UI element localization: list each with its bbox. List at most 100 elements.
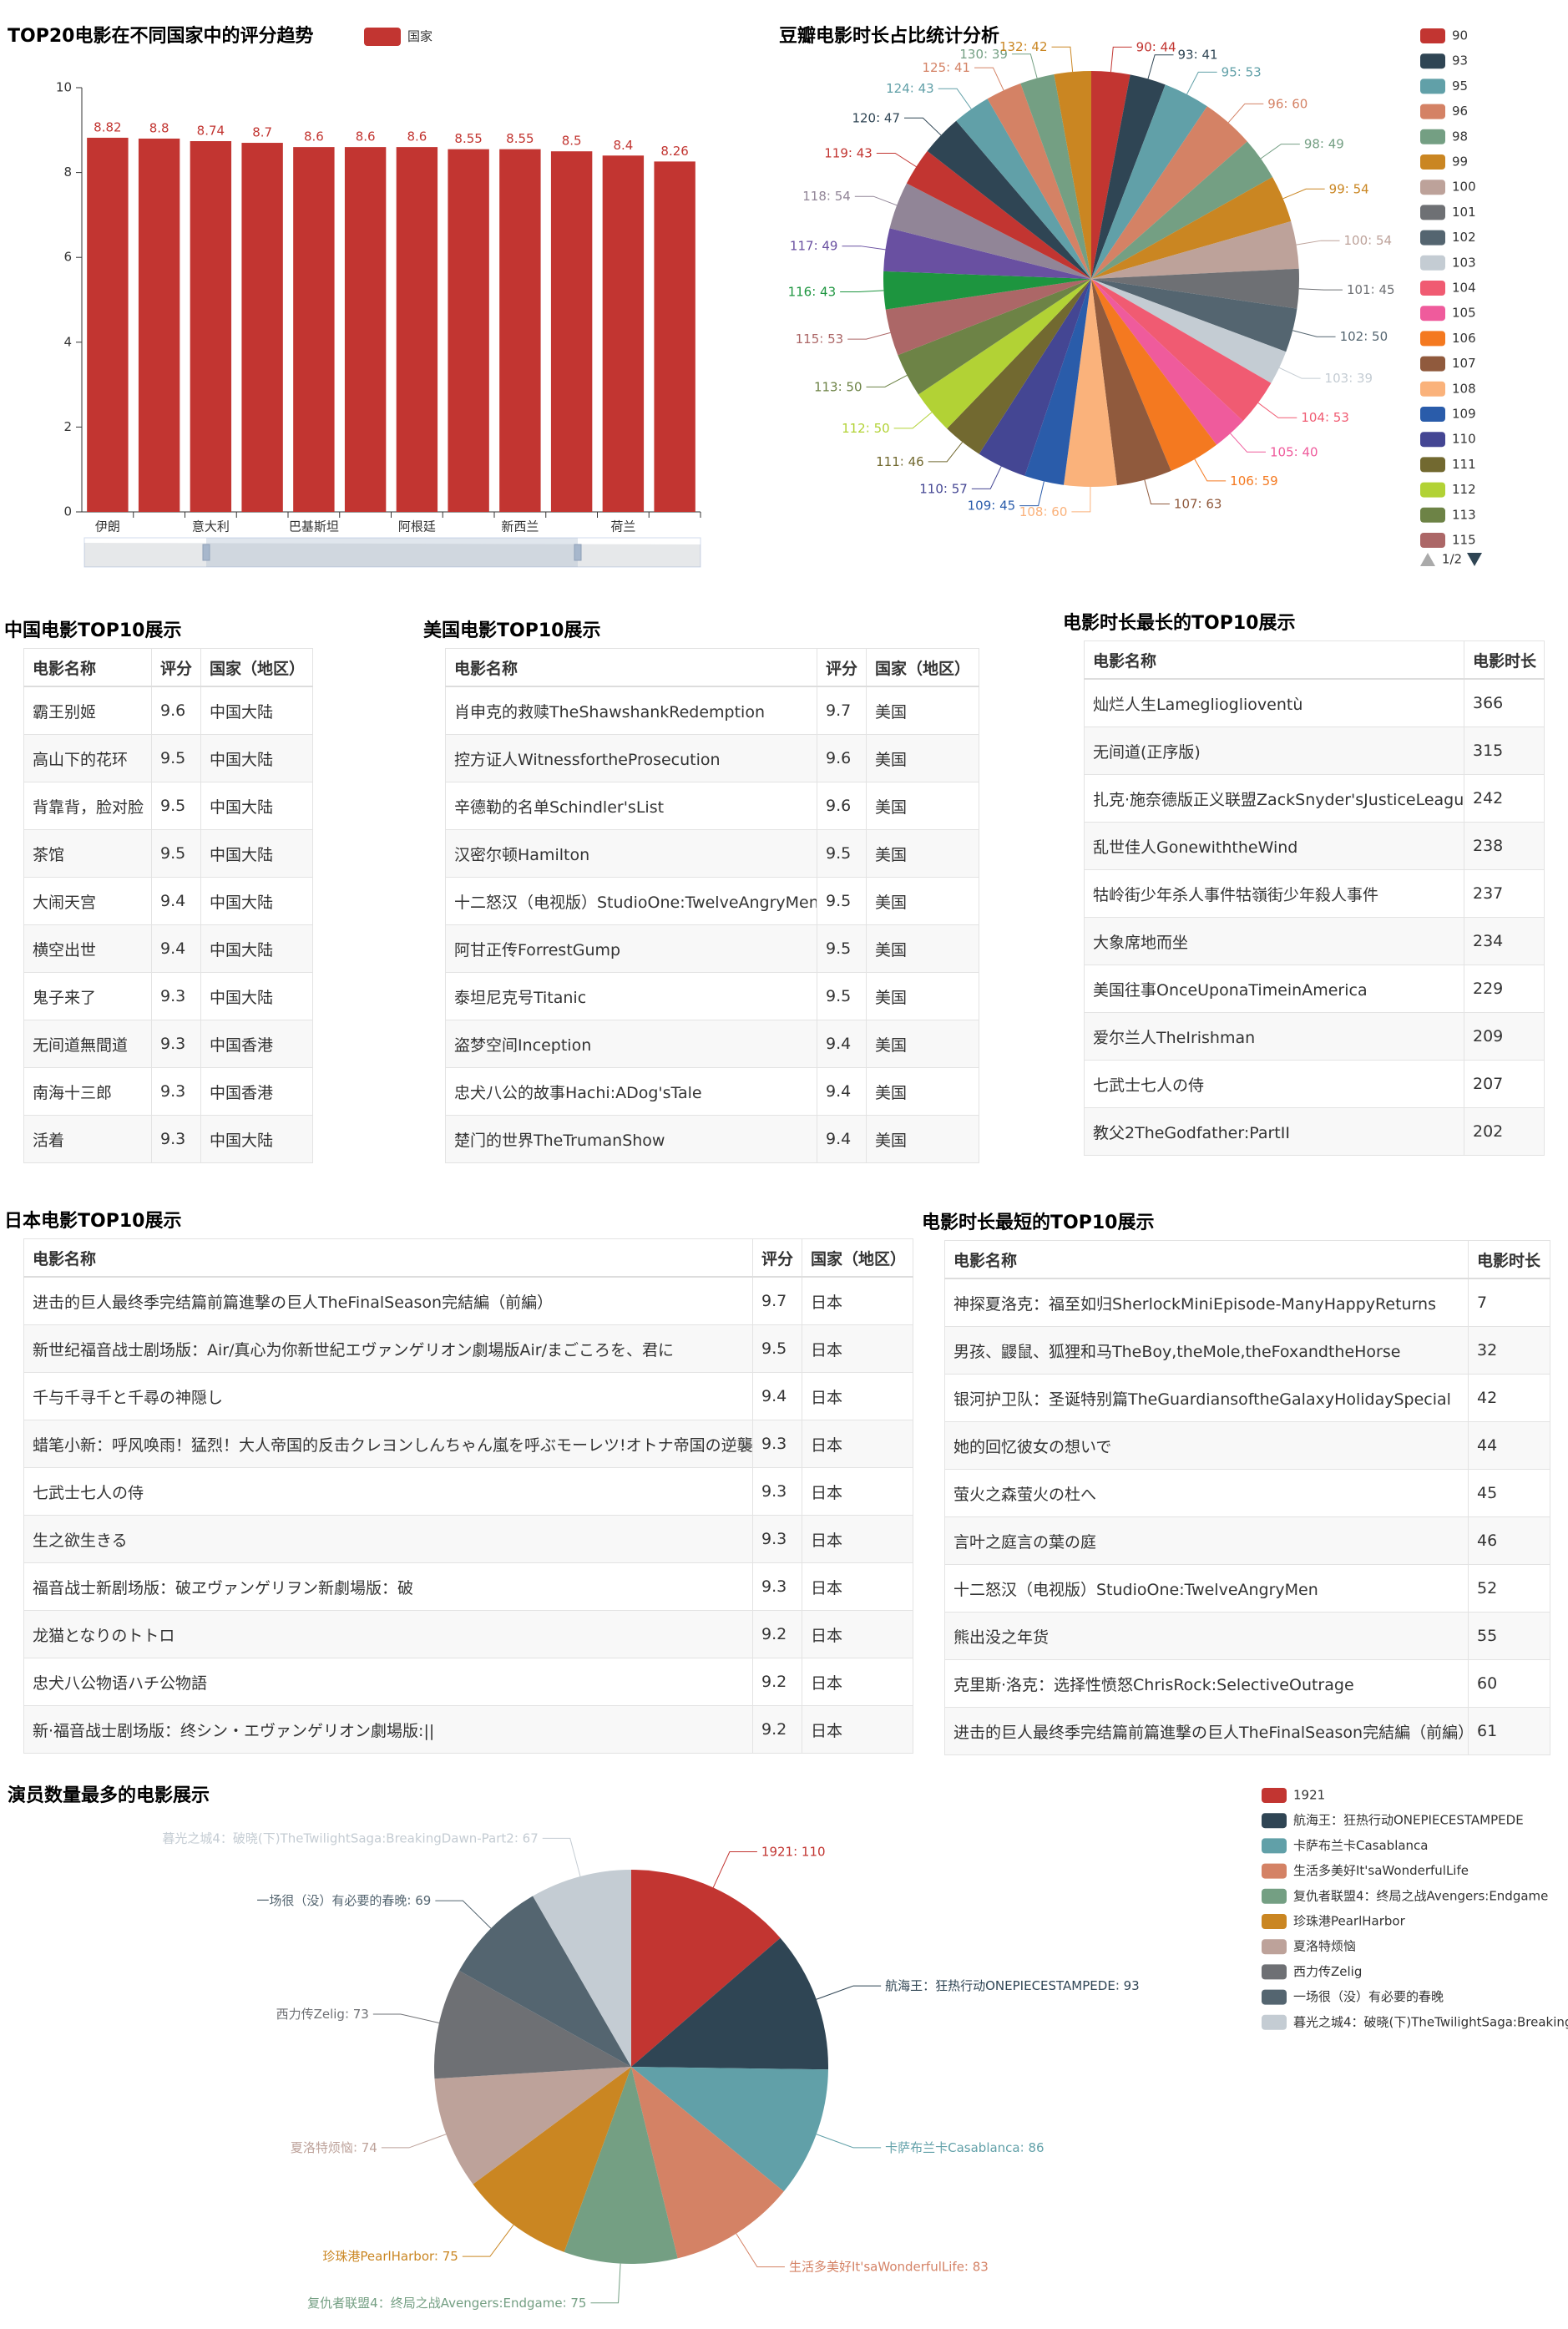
- header-row: 电影名称 评分 国家（地区）: [23, 648, 313, 687]
- table-cell: 大象席地而坐: [1084, 917, 1464, 965]
- legend-label: 110: [1452, 432, 1476, 447]
- table-cell: 中国大陆: [200, 829, 313, 878]
- table-body: 肖申克的救赎TheShawshankRedemption 9.7 美国 控方证人Wit…: [445, 686, 979, 1163]
- legend-swatch: [1420, 356, 1445, 372]
- legend-label: 102: [1452, 230, 1476, 245]
- table-cell: 中国香港: [200, 1020, 313, 1068]
- table-cell: 315: [1464, 727, 1545, 775]
- slice-label: 西力传Zelig: 73: [276, 2006, 369, 2021]
- value-label: 8.26: [660, 144, 688, 159]
- slice-label: 116: 43: [788, 284, 837, 299]
- leader-line: [590, 2263, 621, 2304]
- slice-label: 118: 54: [802, 189, 851, 204]
- slice-label: 107: 63: [1174, 496, 1222, 511]
- legend-swatch: [1262, 1813, 1287, 1829]
- leader-line: [971, 466, 1002, 489]
- table-cell: 盗梦空间Inception: [445, 1020, 817, 1068]
- slice-label: 117: 49: [790, 238, 838, 253]
- table-row: 汉密尔顿Hamilton 9.5 美国: [445, 829, 979, 878]
- value-label: 8.6: [356, 129, 376, 144]
- legend-label: 105: [1452, 306, 1476, 321]
- table: 电影名称 电影时长 神探夏洛克：福至如归SherlockMiniEpisode-Ma…: [944, 1240, 1550, 1755]
- table-cell: 十二怒汉（电视版）StudioOne:TwelveAngryMen: [445, 877, 817, 925]
- table-head: 电影名称 评分 国家（地区）: [23, 1238, 913, 1278]
- slice-label: 104: 53: [1301, 410, 1349, 425]
- zoom-shadow: [84, 543, 701, 567]
- table: 电影名称 评分 国家（地区） 肖申克的救赎TheShawshankRedemption…: [445, 648, 979, 1163]
- slice-label: 96: 60: [1267, 96, 1308, 111]
- table-row: 乱世佳人GonewiththeWind 238: [1084, 822, 1545, 870]
- table-row: 灿烂人生Lameglioglioventù 366: [1084, 678, 1545, 727]
- legend-page: 1/2: [1442, 552, 1462, 567]
- table-row: 辛德勒的名单Schindler'sList 9.6 美国: [445, 782, 979, 830]
- table-cell: 蜡笔小新：呼风唤雨！猛烈！大人帝国的反击クレヨンしんちゃん嵐を呼ぶモーレツ!オト…: [23, 1420, 753, 1468]
- pie-slice: [1020, 74, 1091, 279]
- legend-label: 113: [1452, 507, 1476, 522]
- table-cell: 中国大陆: [200, 877, 313, 925]
- legend-swatch: [1420, 432, 1445, 448]
- table-cell: 灿烂人生Lameglioglioventù: [1084, 678, 1464, 727]
- slice-label-name: 109: [968, 498, 992, 513]
- legend-swatch: [1420, 205, 1445, 220]
- pie-slice: [947, 279, 1091, 454]
- legend-swatch: [1262, 1964, 1287, 1980]
- legend-label: 90: [1452, 28, 1468, 43]
- table-row: 牯岭街少年杀人事件牯嶺街少年殺人事件 237: [1084, 869, 1545, 918]
- legend-swatch: [1420, 104, 1445, 119]
- table-cell: 鬼子来了: [23, 972, 152, 1020]
- table-row: 进击的巨人最终季完结篇前篇進撃の巨人TheFinalSeason完結編（前編） 6…: [944, 1707, 1550, 1755]
- slice-label-name: 96: [1267, 96, 1283, 111]
- x-tick-label: 荷兰: [610, 519, 635, 534]
- legend-swatch: [364, 28, 401, 46]
- bar: [138, 138, 180, 512]
- table-row: 福音战士新剧场版：破ヱヴァンゲリヲン新劇場版：破 9.3 日本: [23, 1562, 913, 1611]
- table: 电影名称 评分 国家（地区） 进击的巨人最终季完结篇前篇進撃の巨人TheFinalSe…: [23, 1238, 913, 1754]
- slice-label-value: 86: [1028, 2139, 1044, 2154]
- legend-next[interactable]: [1467, 553, 1482, 566]
- leader-line: [1019, 481, 1044, 507]
- legend-label: 99: [1452, 154, 1468, 170]
- pie-slice: [1091, 279, 1297, 352]
- leader-line: [1292, 330, 1336, 337]
- legend-prev[interactable]: [1420, 553, 1435, 566]
- legend-swatch: [1420, 78, 1445, 94]
- bar: [241, 143, 283, 513]
- leader-line: [842, 246, 886, 251]
- legend-swatch: [1420, 281, 1445, 296]
- table-row: 控方证人WitnessfortheProsecution 9.6 美国: [445, 734, 979, 782]
- slice-label-value: 43: [857, 145, 873, 160]
- legend-label: 西力传Zelig: [1293, 1964, 1362, 1979]
- legend-label: 112: [1452, 482, 1476, 497]
- table-cell: 9.4: [817, 1020, 867, 1068]
- pie-slice: [956, 99, 1091, 279]
- table-row: 言叶之庭言の葉の庭 46: [944, 1516, 1550, 1565]
- y-tick-label: 0: [63, 504, 72, 519]
- leader-line: [893, 412, 933, 429]
- value-label: 8.6: [407, 129, 427, 144]
- table-cell: 新世纪福音战士剧场版：Air/真心为你新世紀エヴァンゲリオン劇場版Air/まごこ…: [23, 1324, 753, 1373]
- table-cell: 辛德勒的名单Schindler'sList: [445, 782, 817, 830]
- slice-label-name: 夏洛特烦恼: [291, 2139, 353, 2154]
- slice-label-name: 130: [959, 46, 984, 61]
- zoom-track: [83, 537, 701, 568]
- y-tick-label: 10: [56, 80, 72, 95]
- table-cell: 229: [1464, 965, 1545, 1013]
- slice-label-value: 39: [992, 46, 1008, 61]
- slice-label-name: 生活多美好It'saWonderfulLife: [789, 2259, 964, 2274]
- leader-line: [1194, 458, 1227, 482]
- legend-label: 108: [1452, 381, 1476, 396]
- leader-line: [904, 117, 942, 136]
- header-row: 电影名称 电影时长: [944, 1240, 1550, 1279]
- leader-line: [1260, 144, 1300, 159]
- leader-line: [1227, 103, 1264, 124]
- table-cell: 9.4: [151, 877, 201, 925]
- slice-label-value: 63: [1206, 496, 1222, 511]
- legend-swatch: [1420, 154, 1445, 170]
- leader-line: [866, 375, 908, 387]
- slice-label-name: 116: [788, 284, 812, 299]
- pie-slice: [631, 2067, 784, 2259]
- table-row: 十二怒汉（电视版）StudioOne:TwelveAngryMen 52: [944, 1564, 1550, 1613]
- value-label: 8.82: [94, 119, 121, 134]
- legend-swatch: [1262, 1939, 1287, 1955]
